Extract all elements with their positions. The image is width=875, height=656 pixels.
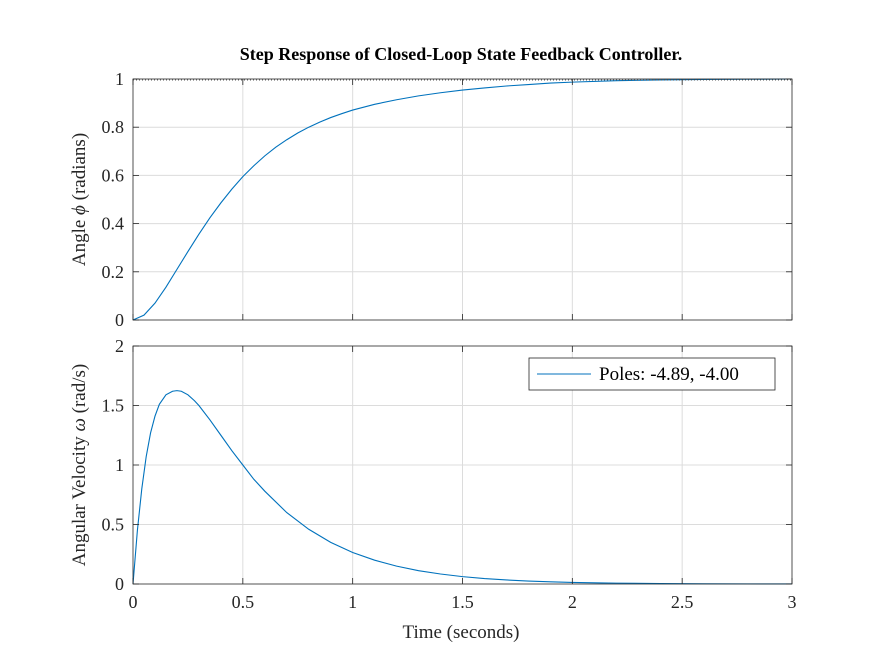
legend-entry-label: Poles: -4.89, -4.00	[599, 364, 739, 385]
y-tick-label: 0	[115, 574, 124, 594]
y-axis-label-prefix: Angle	[69, 215, 90, 266]
x-axis-label: Time (seconds)	[403, 622, 520, 643]
y-axis-label: Angle ϕ (radians)	[69, 133, 90, 266]
y-axis-label-prefix: Angular Velocity	[69, 432, 90, 567]
y-tick-label: 0	[115, 310, 124, 330]
y-tick-label: 1	[115, 69, 124, 89]
y-tick-label: 1	[115, 455, 124, 475]
series-line	[132, 390, 793, 585]
x-tick-label: 2.5	[671, 592, 694, 612]
x-tick-label: 2	[568, 592, 577, 612]
x-tick-label: 3	[788, 592, 797, 612]
y-tick-label: 1.5	[102, 396, 125, 416]
x-tick-label: 0	[129, 592, 138, 612]
y-axis-label: Angular Velocity ω (rad/s)	[69, 364, 90, 567]
y-tick-label: 0.2	[102, 262, 125, 282]
chart-title: Step Response of Closed-Loop State Feedb…	[240, 44, 683, 64]
series-line	[132, 78, 793, 321]
x-tick-label: 0.5	[232, 592, 255, 612]
y-tick-label: 0.4	[102, 214, 125, 234]
legend: Poles: -4.89, -4.00	[528, 357, 776, 391]
x-tick-label: 1.5	[451, 592, 474, 612]
y-axis-label-symbol: ϕ	[69, 205, 90, 215]
y-tick-label: 2	[115, 336, 124, 356]
x-tick-label: 1	[348, 592, 357, 612]
y-tick-label: 0.8	[102, 117, 125, 137]
bottom-axes: 0 0.5 1 1.5 2 0 0.5 1 1.5 2 2.5 3 Angular Velocity ω…	[69, 336, 797, 612]
top-axes: 0 0.2 0.4 0.6 0.8 1 Angle ϕ (radians)	[69, 69, 793, 330]
y-tick-label: 0.6	[102, 165, 125, 185]
y-axis-label-suffix: (radians)	[69, 133, 90, 205]
y-tick-label: 0.5	[102, 515, 125, 535]
y-axis-label-symbol: ω	[69, 418, 90, 431]
y-axis-label-suffix: (rad/s)	[69, 364, 90, 418]
